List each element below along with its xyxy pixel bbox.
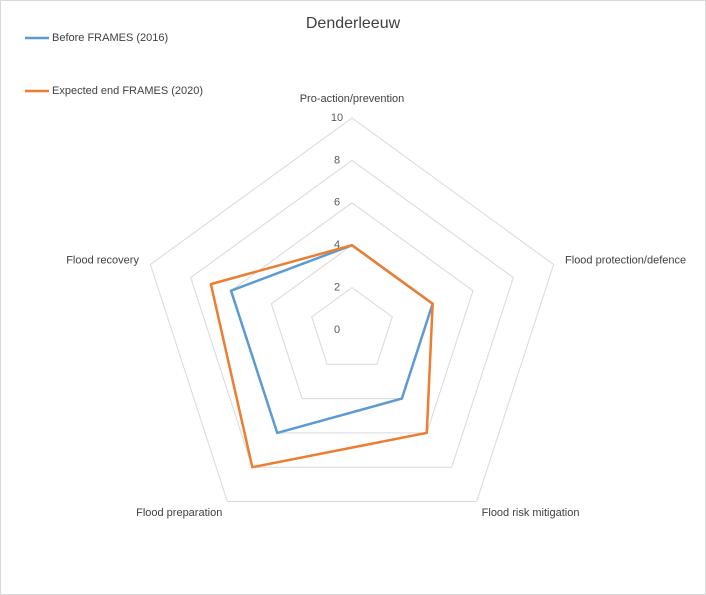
tick-label: 0 xyxy=(334,324,340,336)
category-label: Flood recovery xyxy=(66,255,139,267)
legend-label: Expected end FRAMES (2020) xyxy=(52,85,203,97)
category-label: Flood preparation xyxy=(136,507,222,519)
category-label: Flood protection/defence xyxy=(565,255,686,267)
category-label: Pro-action/prevention xyxy=(300,93,405,105)
tick-label: 8 xyxy=(334,154,340,166)
grid-line xyxy=(311,286,393,365)
tick-label: 6 xyxy=(334,197,340,209)
series-line xyxy=(209,243,434,469)
grid-line xyxy=(190,159,514,468)
tick-label: 10 xyxy=(331,112,343,124)
tick-label: 2 xyxy=(334,282,340,294)
grid-line xyxy=(230,202,474,434)
chart-title: Denderleeuw xyxy=(306,15,401,32)
grid-line xyxy=(149,117,555,503)
tick-label: 4 xyxy=(334,239,340,251)
legend-label: Before FRAMES (2016) xyxy=(52,32,168,44)
category-label: Flood risk mitigation xyxy=(482,507,580,519)
